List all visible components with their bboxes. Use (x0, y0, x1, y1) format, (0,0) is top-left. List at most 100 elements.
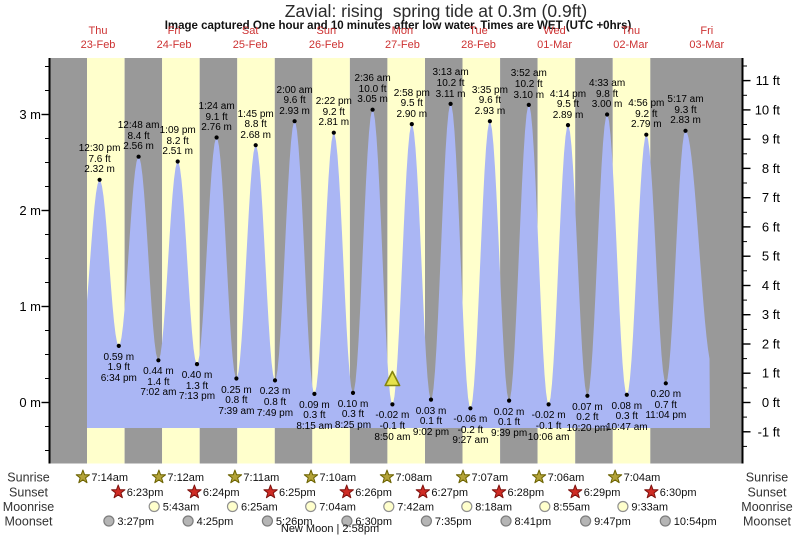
tide-extreme-dot (97, 177, 102, 182)
tide-extreme-dot (272, 378, 278, 383)
sunrise-star-icon (455, 469, 471, 484)
day-date: 26-Feb (308, 38, 344, 51)
y-axis-right-tick-label: 4 ft (762, 278, 780, 293)
sunset-time: 6:24pm (203, 487, 240, 499)
sunset-star-icon (263, 484, 278, 499)
moonrise-time: 8:55am (553, 502, 590, 514)
sunrise-time: 7:10am (320, 472, 357, 484)
moonset-time: 3:27pm (117, 516, 154, 528)
tide-extreme-dot (370, 107, 375, 112)
day-date: 28-Feb (461, 38, 496, 51)
moonset-circle-icon (341, 515, 353, 527)
y-axis-right-tick-label: 11 ft (756, 73, 781, 88)
y-axis-left-tick-label: 0 m (19, 395, 41, 410)
moonrise-time: 8:18am (475, 502, 512, 514)
day-name: Wed (543, 25, 566, 37)
moonset-time: 10:54pm (674, 516, 717, 528)
sunrise-time: 7:11am (243, 472, 279, 484)
sunset-time: 6:27pm (431, 487, 468, 499)
tide-extreme-dot (605, 112, 610, 117)
day-name: Thu (621, 25, 641, 37)
row-label-sunrise-right: Sunrise (746, 471, 788, 485)
y-axis-left-tick-label: 3 m (19, 107, 41, 122)
moonset-circle-icon (420, 515, 432, 527)
row-label-sunrise-left: Sunrise (7, 471, 49, 485)
moonset-time: 8:41pm (515, 516, 552, 528)
day-date: 02-Mar (613, 38, 649, 51)
day-header: Sat 25-Feb (233, 25, 268, 52)
moonset-time: 6:30pm (355, 516, 392, 528)
tide-extreme-dot (546, 402, 551, 407)
y-axis-right-tick-label: 2 ft (762, 337, 780, 352)
tide-extreme-dot (683, 128, 688, 133)
moonset-time: 9:47pm (594, 516, 631, 528)
y-axis-left-tick-label: 1 m (19, 299, 41, 314)
moonrise-time: 9:33am (631, 502, 668, 514)
tide-extreme-dot (331, 130, 336, 135)
moonrise-time: 7:42am (397, 502, 434, 514)
sunrise-star-icon (303, 469, 319, 484)
tide-extreme-dot (234, 376, 239, 381)
row-label-moonset-right: Moonset (743, 515, 791, 529)
y-axis-right-tick-label: 5 ft (762, 249, 780, 264)
day-header: Thu 02-Mar (613, 25, 648, 52)
moonset-time: 7:35pm (435, 516, 472, 528)
sunset-star-icon (339, 484, 354, 499)
moonrise-circle-icon (383, 500, 395, 513)
day-header: Fri 24-Feb (157, 25, 192, 52)
tide-extreme-dot (585, 393, 590, 398)
sunrise-time: 7:04am (624, 472, 661, 484)
moonrise-time: 5:43am (163, 502, 200, 514)
sunrise-time: 7:06am (548, 472, 585, 484)
moonrise-circle-icon (226, 500, 239, 513)
day-name: Sat (241, 25, 259, 37)
sunrise-star-icon (227, 469, 243, 484)
tide-extreme-dot (350, 390, 356, 395)
tide-extreme-dot (312, 391, 317, 396)
current-time-marker-icon (384, 370, 401, 387)
sunset-time: 6:28pm (508, 487, 545, 499)
sunrise-star-icon (379, 469, 395, 484)
day-name: Mon (391, 25, 414, 37)
sunset-time: 6:29pm (584, 487, 621, 499)
y-axis-right-tick-label: 1 ft (762, 366, 780, 381)
moonset-circle-icon (182, 515, 194, 527)
moonset-circle-icon (103, 515, 115, 527)
day-date: 27-Feb (384, 38, 420, 51)
y-axis-right-tick-label: 10 ft (755, 102, 781, 117)
tide-extreme-dot (214, 135, 219, 140)
sunset-star-icon (644, 484, 659, 499)
row-label-sunset-right: Sunset (748, 486, 787, 500)
day-header: Mon 27-Feb (385, 25, 420, 52)
moonrise-time: 7:04am (319, 502, 356, 514)
row-label-moonrise-right: Moonrise (741, 500, 792, 514)
y-axis-right-tick-label: 6 ft (762, 219, 780, 234)
sunset-star-icon (568, 484, 583, 499)
sunset-time: 6:25pm (279, 487, 316, 499)
sunrise-time: 7:08am (396, 472, 433, 484)
moonset-circle-icon (500, 515, 512, 527)
day-name: Sun (316, 25, 337, 37)
sunset-time: 6:23pm (127, 487, 164, 499)
day-name: Thu (88, 25, 108, 37)
tide-extreme-dot (292, 119, 297, 124)
row-label-sunset-left: Sunset (9, 486, 48, 500)
sunset-star-icon (491, 484, 507, 499)
sunrise-star-icon (151, 469, 166, 484)
moonrise-circle-icon (539, 500, 551, 513)
moonset-circle-icon (579, 515, 592, 527)
night-band (49, 58, 88, 464)
tide-extreme-dot (194, 362, 200, 367)
moonrise-circle-icon (305, 500, 317, 513)
sunset-star-icon (111, 484, 126, 499)
tide-curve-area (87, 104, 710, 428)
day-header: Fri 03-Mar (689, 25, 724, 52)
tide-extreme-dot (468, 406, 473, 411)
sunset-time: 6:26pm (355, 487, 392, 499)
day-date: 23-Feb (80, 38, 116, 51)
moonrise-circle-icon (617, 500, 629, 513)
tide-extreme-dot (390, 402, 395, 407)
sunset-star-icon (415, 484, 430, 499)
tide-extreme-dot (428, 397, 434, 402)
